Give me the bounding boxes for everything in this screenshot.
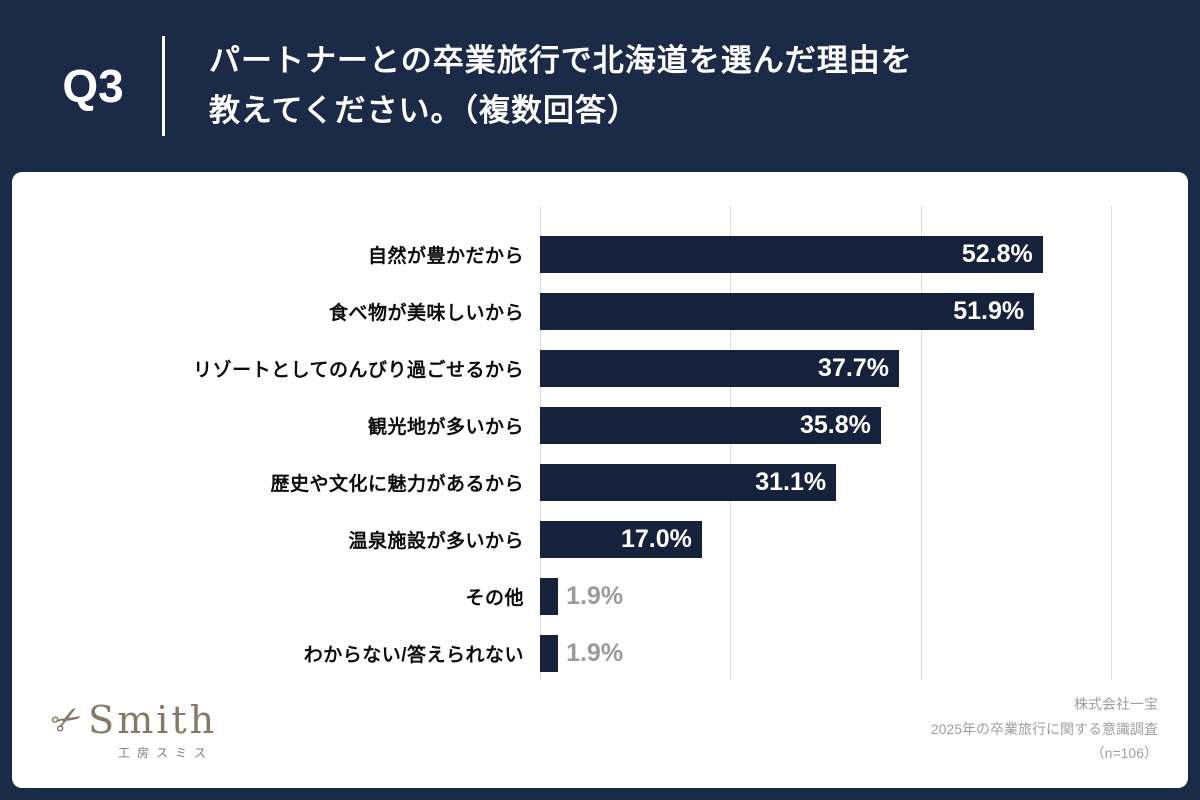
survey-source: 株式会社一宝 2025年の卒業旅行に関する意識調査 （n=106） <box>931 692 1158 766</box>
bar-track: 1.9% <box>540 635 1176 672</box>
chart-row: 観光地が多いから 35.8% <box>12 397 1188 454</box>
question-number: Q3 <box>62 60 124 112</box>
chart-row: 温泉施設が多いから 17.0% <box>12 511 1188 568</box>
category-label: 観光地が多いから <box>367 417 524 438</box>
value-label: 1.9% <box>566 639 624 667</box>
chart-row: その他 1.9% <box>12 568 1188 625</box>
category-label: 温泉施設が多いから <box>348 531 524 552</box>
gridline <box>1111 206 1113 680</box>
source-company: 株式会社一宝 <box>1074 696 1158 713</box>
bar-track: 31.1% <box>540 464 1176 501</box>
category-label: その他 <box>465 588 524 609</box>
category-label: 自然が豊かだから <box>367 246 524 267</box>
value-label: 31.1% <box>755 468 827 496</box>
value-label: 1.9% <box>566 582 624 610</box>
header-divider <box>162 36 165 136</box>
bar-track: 1.9% <box>540 578 1176 615</box>
bar: 17.0% <box>540 521 702 558</box>
chart-row: 歴史や文化に魅力があるから 31.1% <box>12 454 1188 511</box>
source-survey-name: 2025年の卒業旅行に関する意識調査 <box>930 720 1158 737</box>
question-title: パートナーとの卒業旅行で北海道を選んだ理由を 教えてください。（複数回答） <box>209 36 913 136</box>
bar-track: 51.9% <box>540 293 1176 330</box>
company-logo: ✂ Smith 工房スミス <box>44 694 218 761</box>
bar <box>540 578 559 615</box>
category-label: わからない/答えられない <box>303 645 524 666</box>
chart-row: 食べ物が美味しいから 51.9% <box>12 283 1188 340</box>
bar-track: 35.8% <box>540 407 1176 444</box>
bar: 37.7% <box>540 350 899 387</box>
bar <box>540 635 559 672</box>
gridline <box>920 206 922 680</box>
bar: 35.8% <box>540 407 881 444</box>
scissors-icon: ✂ <box>43 693 91 745</box>
chart-row: リゾートとしてのんびり過ごせるから 37.7% <box>12 340 1188 397</box>
bar: 52.8% <box>540 236 1043 273</box>
category-label: 歴史や文化に魅力があるから <box>270 474 524 495</box>
bar: 51.9% <box>540 293 1035 330</box>
logo-text: Smith <box>88 697 218 742</box>
question-title-line2: 教えてください。（複数回答） <box>209 93 640 128</box>
chart-rows: 自然が豊かだから 52.8% 食べ物が美味しいから 51.9% リゾートとしてのんびり過… <box>12 226 1188 682</box>
chart-row: 自然が豊かだから 52.8% <box>12 226 1188 283</box>
logo-subtext: 工房スミス <box>118 745 214 760</box>
question-title-line1: パートナーとの卒業旅行で北海道を選んだ理由を <box>209 42 913 78</box>
bar-track: 17.0% <box>540 521 1176 558</box>
category-label: リゾートとしてのんびり過ごせるから <box>193 360 524 381</box>
bar-track: 37.7% <box>540 350 1176 387</box>
chart-panel: 自然が豊かだから 52.8% 食べ物が美味しいから 51.9% リゾートとしてのんびり過… <box>12 172 1188 788</box>
bar-chart: 自然が豊かだから 52.8% 食べ物が美味しいから 51.9% リゾートとしてのんびり過… <box>12 172 1188 682</box>
question-header: Q3 パートナーとの卒業旅行で北海道を選んだ理由を 教えてください。（複数回答） <box>0 0 1200 172</box>
value-label: 37.7% <box>818 354 889 382</box>
value-label: 35.8% <box>799 411 871 439</box>
source-sample-size: （n=106） <box>1090 745 1158 762</box>
chart-row: わからない/答えられない 1.9% <box>12 625 1188 682</box>
bar-track: 52.8% <box>540 236 1176 273</box>
value-label: 17.0% <box>620 525 692 553</box>
bar: 31.1% <box>540 464 837 501</box>
panel-footer: ✂ Smith 工房スミス 株式会社一宝 2025年の卒業旅行に関する意識調査 … <box>12 684 1188 788</box>
value-label: 52.8% <box>961 240 1033 268</box>
value-label: 51.9% <box>953 297 1025 325</box>
logo-row: ✂ Smith <box>44 694 218 745</box>
category-label: 食べ物が美味しいから <box>328 303 524 324</box>
